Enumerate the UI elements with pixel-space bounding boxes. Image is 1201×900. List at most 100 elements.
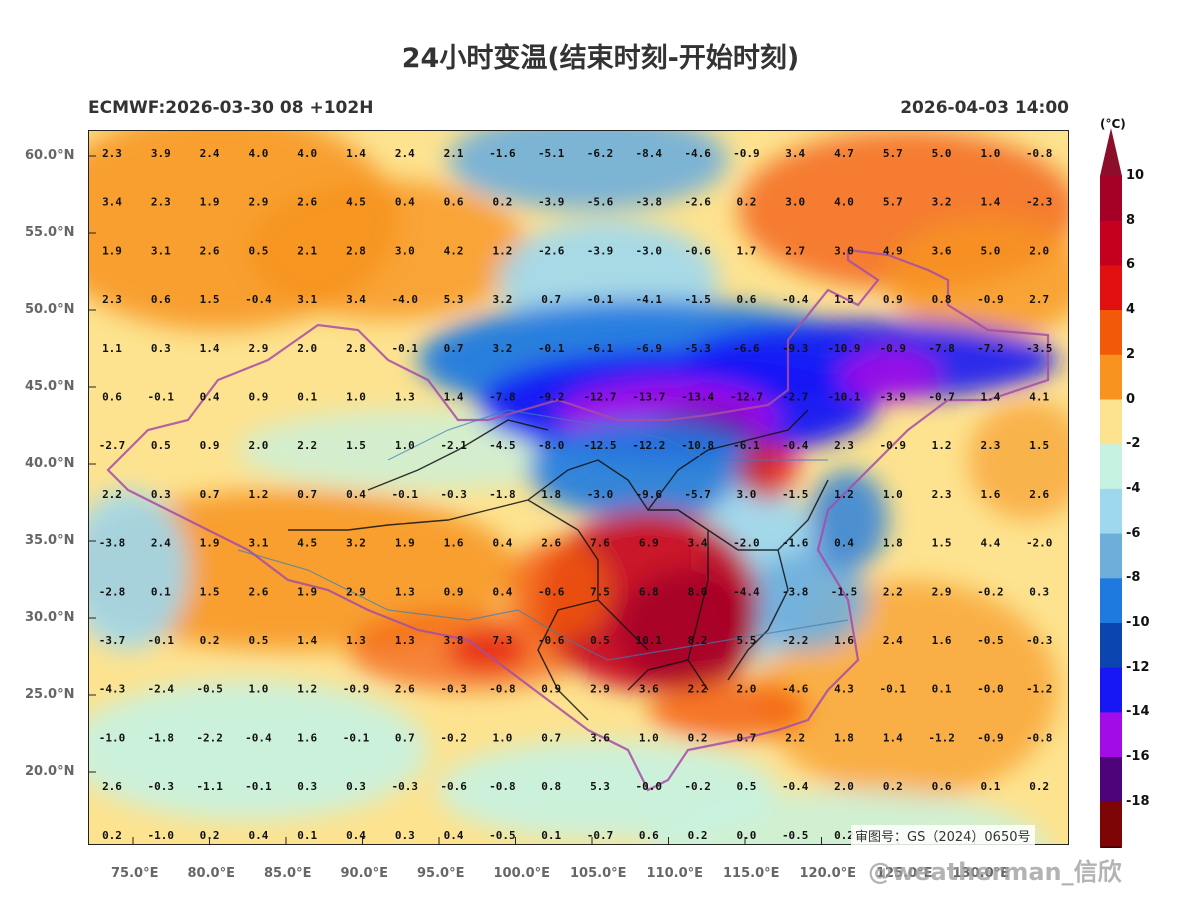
temperature-field — [88, 130, 1069, 845]
grid-value: -1.5 — [782, 488, 809, 501]
grid-value: -0.9 — [880, 342, 907, 355]
grid-value: -0.9 — [977, 731, 1004, 744]
colorbar-label: 2 — [1126, 346, 1136, 362]
grid-value: -5.7 — [684, 488, 711, 501]
colorbar-label: -16 — [1126, 749, 1150, 765]
grid-value: -8.4 — [636, 147, 663, 160]
grid-value: -1.8 — [489, 488, 516, 501]
grid-value: 1.3 — [395, 391, 415, 404]
watermark: @weatherman_信欣 — [868, 858, 1122, 886]
grid-value: 0.9 — [541, 683, 561, 696]
grid-value: 5.0 — [932, 147, 952, 160]
colorbar-segment — [1100, 310, 1122, 356]
grid-value: 2.6 — [541, 537, 561, 550]
grid-value: 3.4 — [346, 293, 366, 306]
grid-value: 1.6 — [834, 634, 854, 647]
grid-value: -0.3 — [392, 780, 419, 793]
colorbar-label: 0 — [1126, 391, 1136, 407]
grid-value: -7.2 — [977, 342, 1004, 355]
latitude-label: 55.0°N — [25, 225, 75, 240]
grid-value: 0.5 — [590, 634, 610, 647]
grid-value: -4.4 — [733, 585, 760, 598]
grid-value: -0.6 — [440, 780, 467, 793]
grid-value: -3.5 — [1026, 342, 1053, 355]
grid-value: 4.0 — [248, 147, 268, 160]
grid-value: 2.3 — [980, 439, 1000, 452]
grid-value: -3.9 — [880, 391, 907, 404]
grid-value: 1.5 — [1029, 439, 1049, 452]
latitude-label: 20.0°N — [25, 764, 75, 779]
grid-value: -0.0 — [977, 683, 1004, 696]
grid-value: 2.1 — [297, 244, 317, 257]
grid-value: 1.0 — [346, 391, 366, 404]
grid-value: 2.2 — [785, 731, 805, 744]
grid-value: 0.1 — [297, 829, 317, 842]
grid-value: 0.4 — [492, 585, 512, 598]
grid-value: 0.1 — [541, 829, 561, 842]
grid-value: 2.2 — [688, 683, 708, 696]
grid-value: 1.6 — [932, 634, 952, 647]
colorbar-label: -6 — [1126, 525, 1141, 541]
grid-value: 0.1 — [297, 391, 317, 404]
grid-value: -0.1 — [148, 391, 175, 404]
longitude-label: 130.0°E — [952, 866, 1010, 881]
grid-value: -0.3 — [148, 780, 175, 793]
grid-value: 3.2 — [492, 342, 512, 355]
grid-value: 0.4 — [346, 488, 366, 501]
grid-value: 1.0 — [395, 439, 415, 452]
grid-value: -10.1 — [827, 391, 860, 404]
grid-value: 2.9 — [590, 683, 610, 696]
grid-value: 1.0 — [883, 488, 903, 501]
grid-value: -0.5 — [489, 829, 516, 842]
grid-value: 7.6 — [590, 537, 610, 550]
grid-value: -4.5 — [489, 439, 516, 452]
grid-value: 3.9 — [151, 147, 171, 160]
longitude-label: 75.0°E — [111, 866, 159, 881]
longitude-label: 115.0°E — [723, 866, 780, 881]
grid-value: -10.9 — [827, 342, 860, 355]
grid-value: -0.3 — [440, 683, 467, 696]
grid-value: 4.2 — [444, 244, 464, 257]
latitude-label: 35.0°N — [25, 533, 75, 548]
grid-value: -0.1 — [392, 488, 419, 501]
rivers — [237, 409, 849, 661]
grid-value: -0.8 — [489, 780, 516, 793]
grid-value: 3.1 — [151, 244, 171, 257]
model-run-label: ECMWF:2026-03-30 08 +102H — [88, 98, 374, 118]
grid-value: 2.2 — [883, 585, 903, 598]
grid-value: -5.6 — [587, 196, 614, 209]
longitude-label: 100.0°E — [493, 866, 551, 881]
grid-value: 0.2 — [834, 829, 854, 842]
latitude-label: 60.0°N — [25, 148, 75, 163]
grid-value: 0.7 — [297, 488, 317, 501]
grid-value: -2.7 — [782, 391, 809, 404]
grid-value: -3.8 — [782, 585, 809, 598]
grid-value: 2.3 — [102, 147, 122, 160]
grid-value: -0.6 — [684, 244, 711, 257]
latitude-label: 40.0°N — [25, 456, 75, 471]
grid-value: 0.7 — [444, 342, 464, 355]
grid-value: 3.2 — [346, 537, 366, 550]
grid-value: -2.0 — [1026, 537, 1053, 550]
grid-value: -0.4 — [245, 731, 272, 744]
grid-value: -4.0 — [392, 293, 419, 306]
colorbar-label: -14 — [1126, 704, 1150, 720]
grid-value: -2.8 — [99, 585, 126, 598]
grid-value: 5.7 — [883, 196, 903, 209]
grid-value: 2.9 — [248, 196, 268, 209]
grid-value: 0.7 — [541, 293, 561, 306]
grid-value: 0.9 — [883, 293, 903, 306]
longitude-label: 80.0°E — [187, 866, 235, 881]
grid-value: 0.2 — [688, 829, 708, 842]
grid-value: 0.7 — [541, 731, 561, 744]
grid-value: -0.4 — [782, 780, 809, 793]
grid-value: 0.4 — [444, 829, 464, 842]
grid-value: 4.1 — [1029, 391, 1049, 404]
grid-value: -12.5 — [583, 439, 616, 452]
grid-value: 4.0 — [297, 147, 317, 160]
grid-value: 0.3 — [297, 780, 317, 793]
grid-value: 0.2 — [200, 829, 220, 842]
grid-value: 2.0 — [736, 683, 756, 696]
colorbar-label: 6 — [1126, 257, 1136, 273]
colorbar-label: 8 — [1126, 212, 1136, 228]
